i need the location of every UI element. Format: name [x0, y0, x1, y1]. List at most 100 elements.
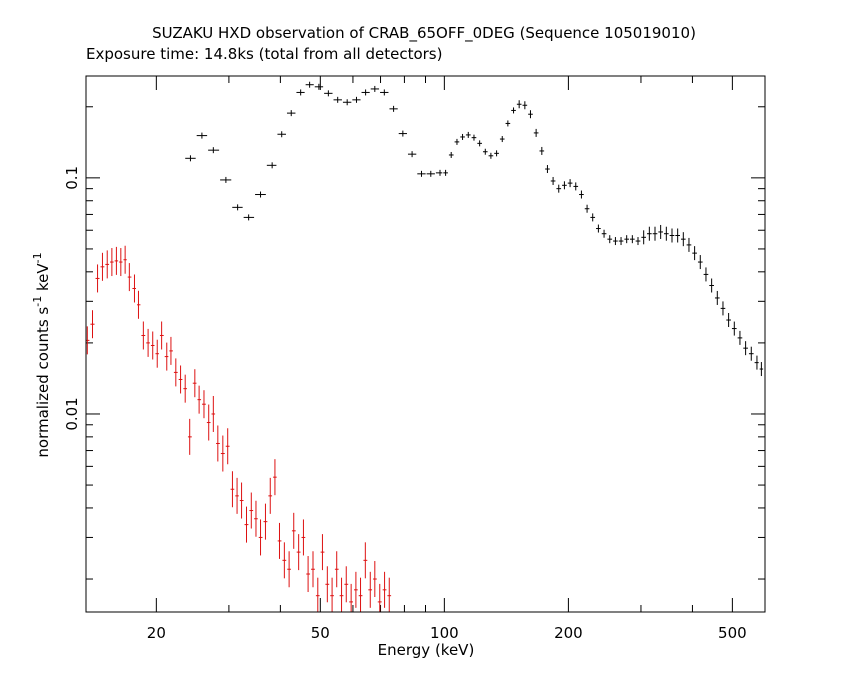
data-point — [230, 471, 235, 508]
data-point — [635, 237, 641, 246]
data-point — [305, 81, 314, 88]
data-point — [516, 100, 522, 109]
data-point — [164, 342, 169, 371]
data-point — [556, 184, 562, 193]
data-point — [370, 85, 380, 92]
data-point — [235, 477, 239, 514]
y-tick-label: 0.01 — [63, 397, 81, 430]
data-point — [697, 255, 703, 270]
plot-frame — [85, 75, 766, 613]
data-point — [630, 235, 635, 244]
y-axis-label-mid: keV — [34, 263, 52, 296]
data-point — [398, 130, 407, 137]
data-point — [373, 561, 377, 598]
data-point — [127, 263, 132, 292]
data-point — [249, 492, 254, 529]
data-point — [325, 566, 330, 603]
data-point — [675, 228, 680, 243]
data-point — [652, 226, 658, 241]
data-point — [287, 551, 291, 588]
data-point — [282, 542, 287, 579]
data-point — [358, 577, 363, 612]
data-point — [613, 237, 618, 246]
data-point — [196, 132, 208, 139]
y-axis-label-sup1: -1 — [31, 296, 44, 307]
data-point — [545, 165, 550, 174]
data-point — [703, 267, 709, 282]
data-point — [471, 134, 477, 141]
data-point — [277, 131, 286, 138]
data-point — [361, 89, 370, 96]
data-point — [669, 228, 675, 243]
data-point — [273, 459, 277, 496]
data-point — [477, 140, 482, 147]
data-point — [460, 133, 465, 140]
data-point — [641, 230, 647, 245]
data-point — [596, 224, 601, 233]
data-point — [202, 390, 206, 419]
series-2 — [86, 245, 392, 612]
data-point — [311, 551, 315, 588]
data-point — [417, 170, 426, 177]
data-point — [187, 418, 192, 455]
data-point — [119, 248, 123, 277]
data-point — [539, 146, 545, 155]
data-point — [748, 346, 754, 361]
data-point — [624, 235, 630, 244]
x-tick-label: 50 — [311, 624, 330, 642]
data-point — [206, 404, 211, 441]
data-point — [173, 358, 178, 387]
data-point — [90, 310, 95, 339]
data-point — [141, 321, 146, 350]
y-tick-label: 0.1 — [63, 166, 81, 190]
data-point — [647, 226, 652, 241]
data-point — [579, 190, 584, 199]
data-point — [86, 326, 90, 355]
data-point — [342, 99, 352, 106]
data-point — [601, 229, 607, 238]
data-point — [220, 435, 225, 472]
data-point — [105, 250, 110, 279]
data-point — [258, 519, 263, 556]
data-point — [465, 131, 471, 138]
data-point — [277, 522, 282, 559]
x-tick-label: 200 — [554, 624, 583, 642]
data-point — [159, 321, 164, 350]
data-point — [266, 162, 277, 169]
data-point — [454, 138, 460, 145]
data-point — [324, 90, 333, 97]
data-point — [146, 328, 150, 357]
data-point — [686, 237, 692, 252]
data-point — [114, 246, 119, 275]
chart-subtitle: Exposure time: 14.8ks (total from all de… — [86, 45, 442, 63]
data-point — [100, 252, 105, 281]
data-point — [759, 362, 764, 377]
data-point — [301, 519, 306, 556]
data-point — [550, 176, 556, 185]
data-point — [663, 226, 669, 241]
data-point — [737, 330, 743, 345]
data-point — [354, 571, 358, 608]
data-point — [216, 425, 220, 462]
data-point — [377, 583, 382, 612]
data-point — [522, 101, 528, 110]
data-point — [254, 500, 258, 537]
data-point — [185, 155, 196, 162]
data-point — [714, 290, 720, 305]
data-point — [590, 213, 596, 222]
data-point — [136, 290, 141, 319]
data-point — [435, 169, 443, 176]
y-axis-label-sup2: -1 — [31, 252, 44, 263]
data-point — [306, 556, 311, 593]
data-point — [155, 339, 159, 368]
data-point — [268, 477, 273, 514]
data-point — [573, 182, 579, 191]
chart-title: SUZAKU HXD observation of CRAB_65OFF_0DE… — [152, 24, 696, 43]
data-point — [363, 542, 368, 579]
data-point — [225, 428, 230, 465]
data-point — [488, 152, 494, 159]
data-point — [731, 321, 737, 336]
data-point — [95, 264, 100, 293]
y-axis-label-main: normalized counts s — [34, 307, 52, 458]
